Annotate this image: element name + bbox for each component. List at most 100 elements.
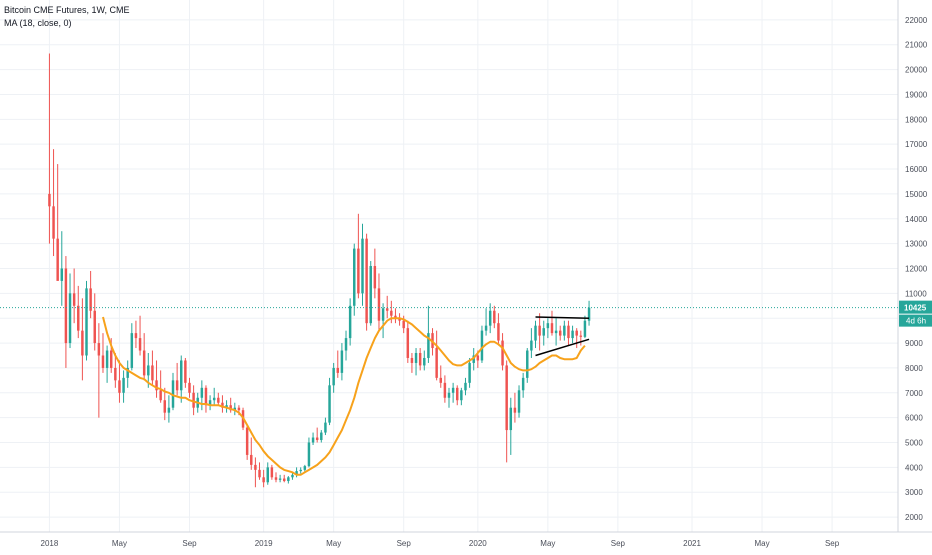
candle-body xyxy=(262,477,265,483)
candle-body xyxy=(311,437,315,443)
candle-body xyxy=(52,206,55,239)
candle-body xyxy=(109,350,113,368)
last-price-badge xyxy=(899,300,932,314)
candle-body xyxy=(93,310,96,344)
candle-body xyxy=(340,350,344,373)
candle-body xyxy=(291,474,294,478)
price-tick-label: 6000 xyxy=(905,414,923,423)
candle-body xyxy=(282,478,286,482)
countdown-badge xyxy=(899,314,932,327)
ma-series xyxy=(102,316,586,476)
price-tick-label: 20000 xyxy=(905,66,928,75)
candle-body xyxy=(217,397,220,403)
candle-body xyxy=(530,340,533,351)
candle-body xyxy=(336,367,340,373)
candle-body xyxy=(521,377,525,391)
candle-body xyxy=(377,288,381,321)
candle-body xyxy=(245,427,249,455)
candle-body xyxy=(550,323,554,334)
price-tick-label: 2000 xyxy=(905,513,923,522)
candle-body xyxy=(81,330,84,356)
candle-body xyxy=(184,360,187,383)
candle-body xyxy=(122,377,125,393)
price-tick-label: 16000 xyxy=(905,165,928,174)
candle-body xyxy=(451,387,455,393)
price-tick-label: 8000 xyxy=(905,364,923,373)
price-tick-label: 9000 xyxy=(905,339,923,348)
candle-body xyxy=(579,335,583,337)
candle-body xyxy=(64,268,68,344)
candle-body xyxy=(414,353,418,363)
candle-body xyxy=(56,238,59,281)
candle-body xyxy=(105,350,109,368)
trendlines xyxy=(535,316,590,357)
candle-body xyxy=(159,390,162,401)
candle-body xyxy=(468,362,471,383)
candle-body xyxy=(423,357,426,366)
candle-body xyxy=(385,308,389,311)
candle-body xyxy=(72,293,76,306)
candle-body xyxy=(200,387,204,398)
candle-body xyxy=(134,333,138,339)
candle-body xyxy=(567,325,570,339)
countdown-label: 4d 6h xyxy=(906,317,926,326)
last-price-label: 10425 xyxy=(904,304,927,313)
price-tick-label: 4000 xyxy=(905,463,923,472)
candle-body xyxy=(212,397,216,401)
symbol-title: Bitcoin CME Futures, 1W, CME xyxy=(4,5,130,15)
time-tick-label: Sep xyxy=(611,539,626,548)
candle-body xyxy=(402,320,405,329)
candle-body xyxy=(142,350,146,376)
candle-body xyxy=(488,310,492,326)
candle-body xyxy=(390,310,393,316)
candle-body xyxy=(348,305,352,339)
candle-body xyxy=(266,467,269,483)
candle-body xyxy=(418,353,422,366)
candle-body xyxy=(517,390,521,413)
candle-body xyxy=(68,293,72,344)
price-tick-label: 22000 xyxy=(905,16,928,25)
candle-body xyxy=(439,377,442,383)
time-tick-label: May xyxy=(540,539,555,548)
price-tick-label: 21000 xyxy=(905,41,928,50)
candle-body xyxy=(155,380,158,391)
candle-body xyxy=(229,405,232,411)
candle-body xyxy=(546,323,550,329)
candle-body xyxy=(151,365,154,381)
candle-body xyxy=(493,310,496,324)
trendline[interactable] xyxy=(535,316,590,319)
candle-body xyxy=(365,238,368,324)
candle-body xyxy=(497,323,500,341)
candle-body xyxy=(171,380,175,408)
grid-lines xyxy=(0,0,898,532)
candle-body xyxy=(118,380,121,393)
candle-body xyxy=(258,469,261,478)
candle-body xyxy=(542,328,545,336)
candle-body xyxy=(394,315,397,319)
candle-body xyxy=(509,407,513,431)
candle-body xyxy=(464,382,467,391)
price-tick-label: 13000 xyxy=(905,240,928,249)
candle-body xyxy=(188,382,191,393)
candle-body xyxy=(270,467,274,478)
candle-body xyxy=(361,238,364,294)
time-tick-label: May xyxy=(112,539,127,548)
price-tick-label: 11000 xyxy=(905,289,927,298)
candle-body xyxy=(295,471,298,475)
candle-body xyxy=(237,407,241,411)
candle-body xyxy=(287,477,290,482)
ma-line xyxy=(102,316,586,476)
candle-body xyxy=(443,382,447,398)
candle-body xyxy=(48,193,51,207)
candle-body xyxy=(476,355,480,361)
candle-body xyxy=(587,307,591,321)
trendline[interactable] xyxy=(535,338,590,357)
candle-body xyxy=(60,268,64,281)
candlestick-series xyxy=(48,53,591,488)
candle-body xyxy=(138,338,142,351)
candle-body xyxy=(320,432,323,441)
candle-body xyxy=(480,330,484,361)
